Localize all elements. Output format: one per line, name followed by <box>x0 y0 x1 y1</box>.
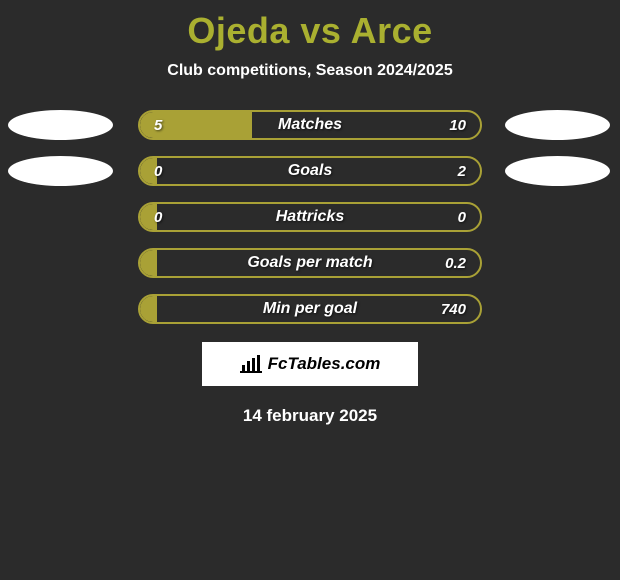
comparison-row: 0Hattricks0 <box>0 202 620 232</box>
stat-bar: Goals per match0.2 <box>138 248 482 278</box>
comparison-row: Goals per match0.2 <box>0 248 620 278</box>
stat-label: Goals per match <box>140 254 480 272</box>
stat-value-right: 740 <box>441 301 466 318</box>
player-left-badge <box>8 110 113 140</box>
stat-label: Min per goal <box>140 300 480 318</box>
stat-value-right: 0 <box>458 209 466 226</box>
stat-label: Hattricks <box>140 208 480 226</box>
comparison-rows: 5Matches100Goals20Hattricks0Goals per ma… <box>0 110 620 324</box>
date-text: 14 february 2025 <box>0 406 620 426</box>
comparison-row: 5Matches10 <box>0 110 620 140</box>
stat-label: Matches <box>140 116 480 134</box>
bar-chart-icon <box>240 355 262 373</box>
stat-bar: 0Goals2 <box>138 156 482 186</box>
stat-label: Goals <box>140 162 480 180</box>
comparison-row: Min per goal740 <box>0 294 620 324</box>
page-subtitle: Club competitions, Season 2024/2025 <box>0 62 620 80</box>
page-title: Ojeda vs Arce <box>0 0 620 52</box>
stat-bar: Min per goal740 <box>138 294 482 324</box>
branding-box: FcTables.com <box>202 342 418 386</box>
player-right-badge <box>505 156 610 186</box>
branding-text: FcTables.com <box>268 354 381 374</box>
stat-bar: 5Matches10 <box>138 110 482 140</box>
player-left-badge <box>8 156 113 186</box>
player-right-badge <box>505 110 610 140</box>
stat-bar: 0Hattricks0 <box>138 202 482 232</box>
stat-value-right: 2 <box>458 163 466 180</box>
stat-value-right: 0.2 <box>445 255 466 272</box>
comparison-row: 0Goals2 <box>0 156 620 186</box>
stat-value-right: 10 <box>449 117 466 134</box>
